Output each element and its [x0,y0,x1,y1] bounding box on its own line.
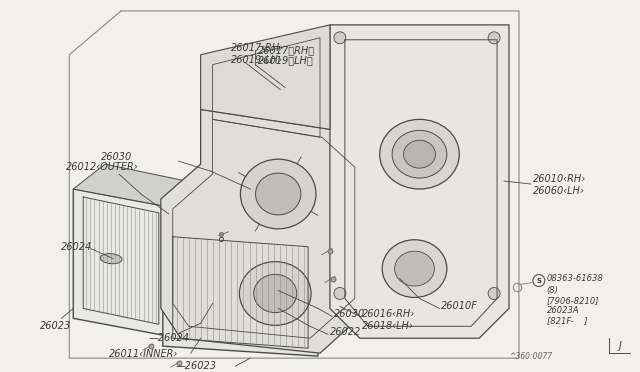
Circle shape [488,288,500,299]
Ellipse shape [100,254,122,264]
Ellipse shape [200,298,221,308]
Text: (8): (8) [547,286,559,295]
Polygon shape [163,229,318,356]
Polygon shape [73,164,200,207]
Circle shape [334,288,346,299]
Ellipse shape [392,130,447,178]
Text: 26011‹INNER›: 26011‹INNER› [109,349,179,359]
Text: ^360:0077: ^360:0077 [509,352,552,360]
Text: S: S [536,278,541,283]
Text: 26017〈RH〉: 26017〈RH〉 [259,45,316,55]
Text: 26022: 26022 [330,327,361,337]
Text: 26023A: 26023A [547,306,579,315]
Text: 26030: 26030 [101,152,132,162]
Text: 26019‹LH›: 26019‹LH› [230,55,282,65]
Text: 26017‹RH›: 26017‹RH› [230,43,284,53]
Polygon shape [330,25,509,338]
Text: 26012‹OUTER›: 26012‹OUTER› [67,162,139,172]
Ellipse shape [395,251,435,286]
Circle shape [334,32,346,44]
Text: 26060‹LH›: 26060‹LH› [533,186,585,196]
Ellipse shape [253,275,297,312]
Text: 26023: 26023 [40,321,70,331]
Polygon shape [200,25,330,129]
Text: 26018‹LH›: 26018‹LH› [362,321,413,331]
Circle shape [488,32,500,44]
Text: 26030: 26030 [334,310,365,320]
Ellipse shape [404,140,435,168]
Text: 26019〈LH〉: 26019〈LH〉 [259,55,314,65]
Text: [821F-    ]: [821F- ] [547,316,588,325]
Text: —26023: —26023 [176,361,217,371]
Polygon shape [161,109,370,353]
Text: 26010‹RH›: 26010‹RH› [533,174,586,184]
Text: 26016‹RH›: 26016‹RH› [362,310,415,320]
Text: —26024: —26024 [149,333,190,343]
Ellipse shape [382,240,447,298]
Polygon shape [73,189,169,336]
Ellipse shape [380,119,460,189]
Text: 26024: 26024 [61,242,93,252]
Text: 26010F: 26010F [442,301,478,311]
Text: J: J [619,341,622,351]
Ellipse shape [239,262,311,325]
Text: [7906-8210]: [7906-8210] [547,296,599,305]
Ellipse shape [255,173,301,215]
Ellipse shape [241,159,316,229]
Text: 08363-61638: 08363-61638 [547,274,604,283]
